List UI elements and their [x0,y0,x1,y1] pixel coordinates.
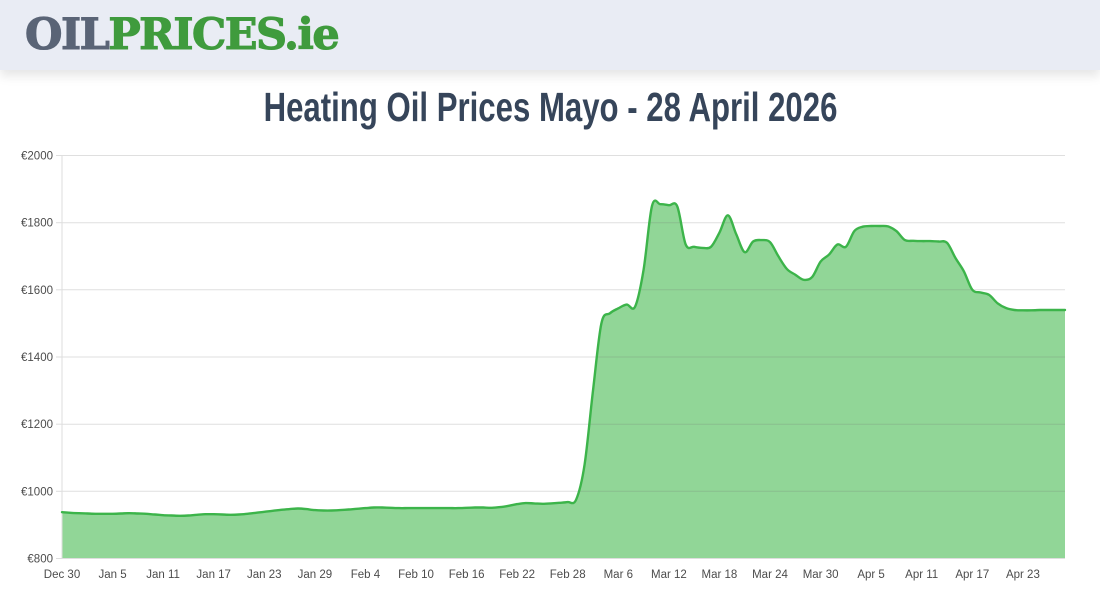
x-axis-label: Jan 29 [298,569,333,581]
x-axis-label: Mar 6 [604,569,633,581]
x-axis-label: Feb 28 [550,569,586,581]
y-axis-label: €1600 [21,285,53,297]
x-axis-label: Jan 17 [196,569,231,581]
page-title: Heating Oil Prices Mayo - 28 April 2026 [0,84,1100,131]
y-axis-label: €800 [27,554,53,566]
x-axis-label: Mar 30 [803,569,839,581]
x-axis-label: Feb 4 [351,569,381,581]
x-axis-label: Mar 18 [702,569,738,581]
site-header: OILPRICES.ie [0,0,1100,70]
x-axis-label: Jan 23 [247,569,282,581]
x-axis-label: Apr 23 [1006,569,1040,581]
y-axis-label: €2000 [21,151,53,163]
x-axis-label: Dec 30 [44,569,80,581]
y-axis-label: €1800 [21,218,53,230]
x-axis-label: Mar 12 [651,569,687,581]
price-area-fill [62,200,1065,559]
logo-text-oil: OIL [24,9,110,60]
price-line [60,199,1067,517]
logo-text-ie: .ie [283,9,340,60]
x-axis-label: Apr 11 [905,569,938,581]
site-logo[interactable]: OILPRICES.ie [24,12,340,56]
x-axis-label: Feb 22 [499,569,535,581]
x-axis-label: Feb 16 [449,569,485,581]
y-axis-label: €1200 [21,419,53,431]
y-axis-label: €1400 [21,352,53,364]
logo-text-prices: PRICES [108,9,286,60]
x-axis-label: Feb 10 [398,569,434,581]
y-axis-label: €1000 [21,486,53,498]
x-axis-label: Jan 5 [99,569,127,581]
x-axis-label: Apr 17 [955,569,989,581]
x-axis-label: Jan 11 [146,569,180,581]
page-title-text: Heating Oil Prices Mayo - 28 April 2026 [263,84,837,130]
x-axis-label: Apr 5 [857,569,885,581]
x-axis-label: Mar 24 [752,569,788,581]
